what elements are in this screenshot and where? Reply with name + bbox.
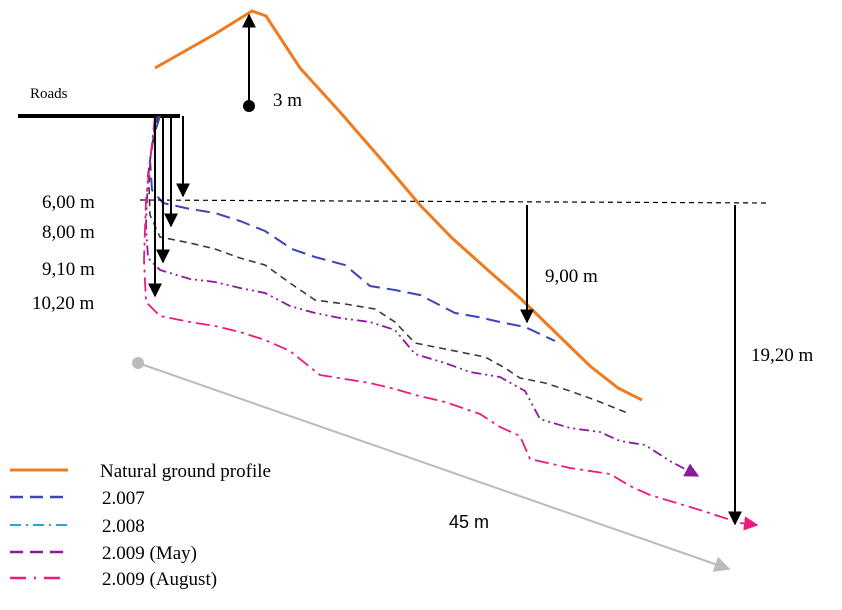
- reference-dashed-line: [139, 199, 769, 204]
- length-arrow: [137, 362, 731, 572]
- depth-6m-label: 6,00 m: [42, 192, 95, 213]
- slip-surface-2007-line: [148, 115, 556, 342]
- depth-9m-label: 9,00 m: [545, 266, 598, 287]
- legend-label-2007: 2.007: [102, 488, 145, 509]
- depth-9-10m-label: 9,10 m: [42, 259, 95, 280]
- depth-8m-label: 8,00 m: [42, 222, 95, 243]
- depth-19-20m-label: 19,20 m: [751, 345, 814, 366]
- slip-surface-2009-august-line: [143, 115, 759, 531]
- legend-label-2009-august: 2.009 (August): [102, 569, 217, 590]
- height-origin-dot: [243, 100, 255, 112]
- legend-label-2009-may: 2.009 (May): [102, 543, 197, 564]
- height-3m-label: 3 m: [273, 90, 302, 111]
- natural-ground-profile-line: [154, 9, 643, 402]
- slip-surface-2008-line: [148, 115, 631, 415]
- slip-surface-2009-may-line: [145, 115, 700, 477]
- legend-label-natural-ground: Natural ground profile: [100, 461, 271, 482]
- depth-10-20m-label: 10,20 m: [32, 293, 95, 314]
- length-45m-label: 45 m: [449, 512, 489, 532]
- legend: Natural ground profile 2.007 2.008 2.009…: [10, 461, 271, 590]
- roads-label: Roads: [30, 86, 68, 102]
- legend-label-2008: 2.008: [102, 516, 145, 537]
